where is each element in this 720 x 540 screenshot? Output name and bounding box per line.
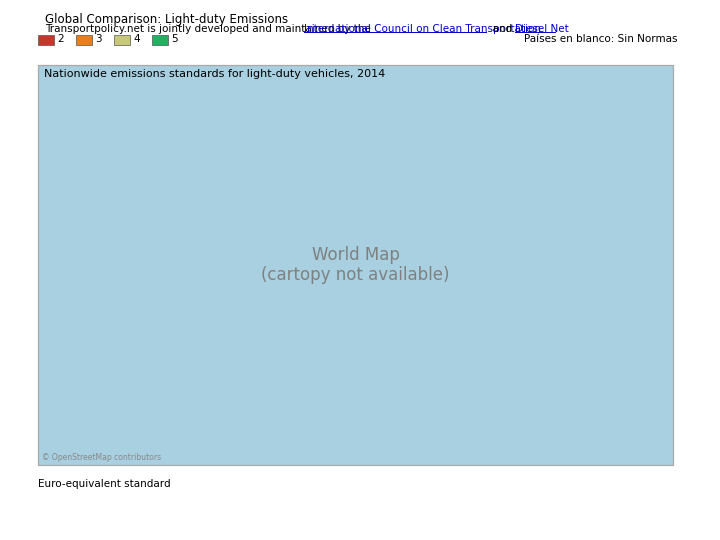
Text: Nationwide emissions standards for light-duty vehicles, 2014: Nationwide emissions standards for light… xyxy=(44,69,385,79)
Bar xyxy=(38,65,673,465)
Bar xyxy=(114,35,130,45)
Text: Euro-equivalent standard: Euro-equivalent standard xyxy=(38,479,171,489)
Bar xyxy=(76,35,92,45)
Text: 5: 5 xyxy=(171,35,178,44)
Text: 2: 2 xyxy=(57,35,63,44)
Text: International Council on Clean Transportation: International Council on Clean Transport… xyxy=(304,24,541,34)
Text: Países en blanco: Sin Normas: Países en blanco: Sin Normas xyxy=(524,35,678,44)
Text: Global Comparison: Light-duty Emissions: Global Comparison: Light-duty Emissions xyxy=(45,13,288,26)
Text: and: and xyxy=(487,24,519,34)
Text: © OpenStreetMap contributors: © OpenStreetMap contributors xyxy=(42,453,161,462)
Bar xyxy=(38,35,54,45)
Text: 4: 4 xyxy=(133,35,140,44)
Bar xyxy=(152,35,168,45)
Text: Diesel Net: Diesel Net xyxy=(515,24,569,34)
Bar xyxy=(38,65,673,465)
Text: World Map
(cartopy not available): World Map (cartopy not available) xyxy=(261,246,450,285)
Text: Transportpolicy.net is jointly developed and maintained by the: Transportpolicy.net is jointly developed… xyxy=(45,24,377,34)
Text: 3: 3 xyxy=(95,35,102,44)
